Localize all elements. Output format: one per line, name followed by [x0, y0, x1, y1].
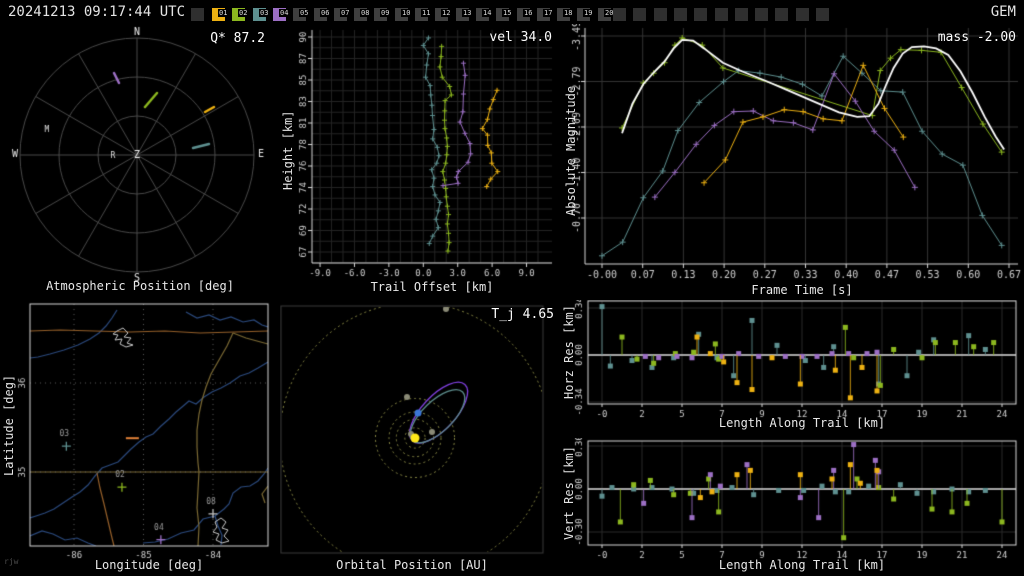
station-indicator-14[interactable]: 14: [476, 8, 489, 21]
station-indicator-label: 06: [320, 9, 330, 17]
frame-time-axis-label: Frame Time [s]: [587, 283, 1017, 297]
station-indicator-label: 18: [563, 9, 573, 17]
vert-length-axis-label: Length Along Trail [km]: [588, 558, 1016, 572]
station-indicator-06[interactable]: 06: [314, 8, 327, 21]
station-indicator-04[interactable]: 04: [273, 8, 286, 21]
station-indicator-blank[interactable]: [775, 8, 788, 21]
vert-residuals-panel: Vert Res [km] Length Along Trail [km]: [560, 438, 1024, 576]
station-indicator-label: 01: [218, 9, 228, 17]
light-curve-panel: mass -2.00 Absolute Magnitude Frame Time…: [560, 24, 1024, 300]
trail-offset-panel: vel 34.0 Height [km] Trail Offset [km]: [280, 24, 560, 300]
latitude-axis-label: Latitude [deg]: [2, 304, 16, 546]
station-indicator-10[interactable]: 10: [395, 8, 408, 21]
orbital-position-plot: [280, 300, 560, 576]
q-star-stat: Q* 87.2: [210, 31, 265, 46]
orbital-position-panel: T_j 4.65 Orbital Position [AU]: [280, 300, 560, 576]
station-indicator-01[interactable]: 01: [212, 8, 225, 21]
station-indicator-03[interactable]: 03: [253, 8, 266, 21]
station-indicator-11[interactable]: 11: [415, 8, 428, 21]
station-indicator-17[interactable]: 17: [537, 8, 550, 21]
station-strip: 01 02 03 04 05 06 07 08 09 10 11 12 13 14 15 16 17 18 19 20: [0, 0, 1024, 24]
station-indicator-blank[interactable]: [735, 8, 748, 21]
station-indicator-label: 04: [279, 9, 289, 17]
station-indicator-08[interactable]: 08: [354, 8, 367, 21]
station-indicator-05[interactable]: 05: [293, 8, 306, 21]
station-indicator-blank[interactable]: [816, 8, 829, 21]
station-indicator-blank[interactable]: [613, 8, 626, 21]
station-indicator-label: 12: [441, 9, 451, 17]
orbital-position-title: Orbital Position [AU]: [281, 558, 543, 572]
trail-offset-axis-label: Trail Offset [km]: [312, 280, 552, 294]
station-indicator-label: 15: [502, 9, 512, 17]
station-indicator-label: 14: [482, 9, 492, 17]
light-curve-plot: [560, 24, 1024, 300]
watermark: rjw: [4, 557, 18, 566]
station-indicator-blank[interactable]: [694, 8, 707, 21]
trail-offset-plot: [280, 24, 560, 300]
tisserand-stat: T_j 4.65: [491, 307, 554, 322]
station-indicator-label: 02: [238, 9, 248, 17]
station-indicator-blank[interactable]: [654, 8, 667, 21]
station-indicator-label: 05: [299, 9, 309, 17]
station-indicator-label: 11: [421, 9, 431, 17]
height-axis-label: Height [km]: [281, 37, 295, 263]
station-indicator-blank[interactable]: [796, 8, 809, 21]
station-indicator-18[interactable]: 18: [557, 8, 570, 21]
station-indicator-label: 13: [462, 9, 472, 17]
station-indicator-label: 03: [259, 9, 269, 17]
vert-res-axis-label: Vert Res [km]: [562, 441, 576, 545]
station-indicator-label: 17: [543, 9, 553, 17]
station-indicator-blank[interactable]: [191, 8, 204, 21]
station-indicator-label: 10: [401, 9, 411, 17]
station-indicator-09[interactable]: 09: [374, 8, 387, 21]
station-indicator-02[interactable]: 02: [232, 8, 245, 21]
ground-map-panel: Latitude [deg] Longitude [deg]: [0, 300, 280, 576]
station-indicator-blank[interactable]: [755, 8, 768, 21]
horz-residuals-panel: Horz Res [km] Length Along Trail [km]: [560, 300, 1024, 438]
magnitude-axis-label: Absolute Magnitude: [564, 36, 578, 265]
station-indicator-20[interactable]: 20: [598, 8, 611, 21]
station-indicator-15[interactable]: 15: [496, 8, 509, 21]
vert-residuals-plot: [560, 438, 1024, 576]
atmospheric-position-plot: [0, 24, 280, 300]
station-indicator-16[interactable]: 16: [517, 8, 530, 21]
atmospheric-position-title: Atmospheric Position [deg]: [0, 279, 280, 293]
top-status-bar: 20241213 09:17:44 UTC 010203040506070809…: [0, 0, 1024, 24]
horz-length-axis-label: Length Along Trail [km]: [588, 416, 1016, 430]
station-indicator-blank[interactable]: [674, 8, 687, 21]
station-indicator-19[interactable]: 19: [577, 8, 590, 21]
ground-map-plot: [0, 300, 280, 576]
mass-stat: mass -2.00: [938, 30, 1016, 45]
station-indicator-07[interactable]: 07: [334, 8, 347, 21]
station-indicator-12[interactable]: 12: [435, 8, 448, 21]
station-indicator-label: 09: [380, 9, 390, 17]
station-indicator-label: 07: [340, 9, 350, 17]
station-indicator-blank[interactable]: [715, 8, 728, 21]
atmospheric-position-panel: Q* 87.2 Atmospheric Position [deg]: [0, 24, 280, 300]
station-indicator-blank[interactable]: [633, 8, 646, 21]
horz-res-axis-label: Horz Res [km]: [562, 301, 576, 404]
shower-code-label: GEM: [991, 4, 1016, 20]
station-indicator-label: 19: [583, 9, 593, 17]
station-indicator-label: 16: [523, 9, 533, 17]
longitude-axis-label: Longitude [deg]: [30, 558, 268, 572]
station-indicator-13[interactable]: 13: [456, 8, 469, 21]
velocity-stat: vel 34.0: [489, 30, 552, 45]
station-indicator-label: 08: [360, 9, 370, 17]
